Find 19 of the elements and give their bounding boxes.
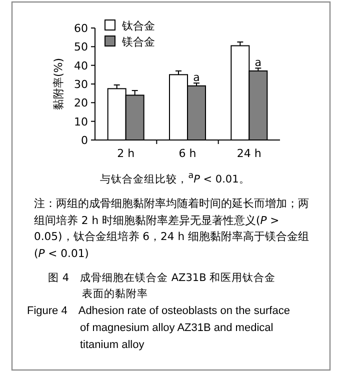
y-tick-label: 10 bbox=[74, 115, 88, 128]
y-tick-label: 40 bbox=[74, 59, 88, 72]
y-axis-title: 黏附率(%) bbox=[52, 58, 65, 110]
y-tick-label: 60 bbox=[74, 22, 88, 35]
y-tick-label: 0 bbox=[81, 134, 88, 147]
legend-label: 镁合金 bbox=[121, 36, 155, 48]
x-tick-label: 2 h bbox=[117, 147, 135, 160]
text: 图 4 成骨细胞在镁合金 AZ31B 和医用钛合金表面的黏附率 bbox=[48, 271, 277, 302]
text: 与钛合金组比较，$^{a}$P < 0.01。 bbox=[99, 170, 251, 188]
legend-label: 钛合金 bbox=[121, 20, 155, 32]
text: 注：两组的成骨细胞黏附率均随着时间的延长而增加；两组间培养 2 h 时细胞黏附率差异无显著性意义(P > 0.05)，钛合金组培养 6，24 h 细胞黏附率高于镁合金组(P < 0.01) bbox=[34, 196, 310, 262]
x-tick-label: 24 h bbox=[236, 147, 262, 160]
annotation: a bbox=[193, 71, 200, 84]
y-tick-label: 20 bbox=[74, 96, 88, 110]
y-tick-label: 30 bbox=[74, 78, 88, 91]
y-tick-label: 50 bbox=[74, 40, 88, 54]
x-tick-label: 6 h bbox=[178, 147, 196, 160]
text: Figure 4 Adhesion rate of osteoblasts on the surface of magnesium alloy AZ31B and medical titanium alloy bbox=[27, 304, 291, 354]
annotation: a bbox=[254, 56, 262, 70]
